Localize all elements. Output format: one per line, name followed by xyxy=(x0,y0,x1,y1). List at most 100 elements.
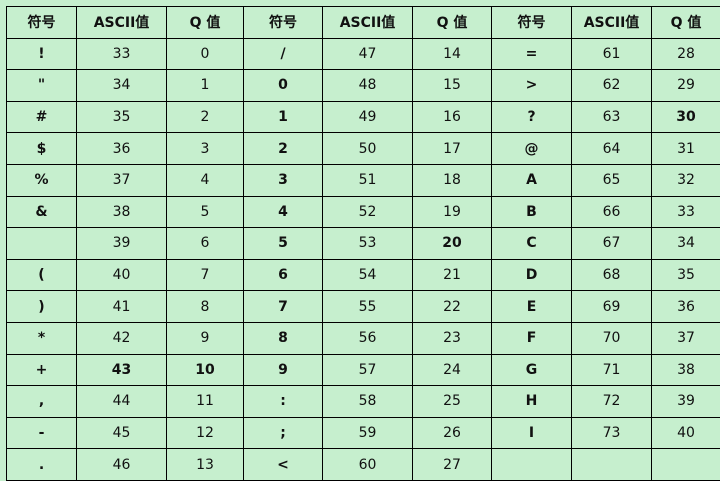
q-value-cell xyxy=(652,449,720,481)
symbol-cell: . xyxy=(7,449,77,481)
symbol-cell: * xyxy=(7,322,77,355)
q-value-header-2: Q 值 xyxy=(413,7,492,39)
symbol-cell: E xyxy=(492,291,572,323)
symbol-cell: 7 xyxy=(244,291,323,323)
q-value-cell: 32 xyxy=(652,165,720,197)
q-value-cell: 20 xyxy=(413,228,492,260)
ascii-value-cell: 64 xyxy=(572,133,652,165)
symbol-cell: I xyxy=(492,417,572,450)
ascii-value-cell: 70 xyxy=(572,322,652,355)
symbol-cell: " xyxy=(7,70,77,102)
q-value-cell: 36 xyxy=(652,291,720,323)
q-value-cell: 37 xyxy=(652,323,720,355)
q-value-cell: 39 xyxy=(652,386,720,418)
q-value-cell: 35 xyxy=(652,260,720,292)
symbol-cell: A xyxy=(492,164,572,197)
symbol-cell: 0 xyxy=(244,70,323,102)
ascii-value-cell: 49 xyxy=(323,101,413,134)
ascii-value-cell: 42 xyxy=(77,322,167,355)
ascii-value-cell: 46 xyxy=(77,449,167,481)
ascii-value-cell: 66 xyxy=(572,196,652,229)
symbol-cell: , xyxy=(7,386,77,418)
symbol-cell: $ xyxy=(7,133,77,165)
q-value-cell: 28 xyxy=(652,39,720,71)
q-value-cell: 7 xyxy=(167,259,244,292)
q-value-cell: 11 xyxy=(167,386,244,418)
symbol-cell: 8 xyxy=(244,322,323,355)
symbol-cell: 6 xyxy=(244,259,323,292)
ascii-value-cell: 45 xyxy=(77,417,167,450)
symbol-cell: = xyxy=(492,38,572,71)
symbol-header-3: 符号 xyxy=(492,7,572,39)
q-value-cell: 5 xyxy=(167,196,244,229)
ascii-value-cell: 54 xyxy=(323,259,413,292)
q-value-cell: 16 xyxy=(413,101,492,134)
ascii-value-cell: 55 xyxy=(323,291,413,323)
symbol-cell: G xyxy=(492,354,572,387)
ascii-value-cell xyxy=(572,449,652,481)
symbol-cell: % xyxy=(7,164,77,197)
ascii-value-cell: 67 xyxy=(572,228,652,260)
q-value-cell: 25 xyxy=(413,386,492,418)
ascii-value-cell: 33 xyxy=(77,38,167,71)
ascii-value-cell: 63 xyxy=(572,101,652,134)
symbol-cell: - xyxy=(7,417,77,450)
ascii-value-cell: 36 xyxy=(77,133,167,165)
ascii-value-header-2: ASCII值 xyxy=(323,7,413,39)
q-value-cell: 18 xyxy=(413,164,492,197)
q-value-cell: 22 xyxy=(413,291,492,323)
symbol-cell: @ xyxy=(492,133,572,165)
ascii-value-cell: 62 xyxy=(572,70,652,102)
q-value-cell: 27 xyxy=(413,449,492,481)
q-value-cell: 8 xyxy=(167,291,244,323)
q-value-cell: 13 xyxy=(167,449,244,481)
q-value-cell: 4 xyxy=(167,164,244,197)
q-value-header-3: Q 值 xyxy=(652,7,720,39)
ascii-value-cell: 48 xyxy=(323,70,413,102)
symbol-cell: # xyxy=(7,101,77,134)
ascii-value-cell: 73 xyxy=(572,417,652,450)
symbol-cell: H xyxy=(492,386,572,418)
ascii-value-cell: 68 xyxy=(572,259,652,292)
q-value-cell: 6 xyxy=(167,228,244,260)
ascii-value-cell: 57 xyxy=(323,354,413,387)
symbol-cell: 3 xyxy=(244,164,323,197)
q-value-cell: 30 xyxy=(652,102,720,134)
symbol-cell: B xyxy=(492,196,572,229)
ascii-value-cell: 60 xyxy=(323,449,413,481)
ascii-value-cell: 43 xyxy=(77,354,167,387)
ascii-value-cell: 58 xyxy=(323,386,413,418)
q-value-cell: 21 xyxy=(413,259,492,292)
ascii-value-header-1: ASCII值 xyxy=(77,7,167,39)
q-value-cell: 0 xyxy=(167,38,244,71)
symbol-cell: 9 xyxy=(244,354,323,387)
symbol-cell xyxy=(7,228,77,260)
symbol-cell xyxy=(492,449,572,481)
q-value-cell: 12 xyxy=(167,417,244,450)
ascii-value-cell: 38 xyxy=(77,196,167,229)
ascii-value-cell: 50 xyxy=(323,133,413,165)
ascii-value-cell: 39 xyxy=(77,228,167,260)
symbol-cell: < xyxy=(244,449,323,481)
ascii-value-cell: 65 xyxy=(572,164,652,197)
q-value-cell: 31 xyxy=(652,133,720,165)
ascii-value-cell: 40 xyxy=(77,259,167,292)
symbol-cell: 5 xyxy=(244,228,323,260)
symbol-cell: C xyxy=(492,228,572,260)
ascii-value-cell: 56 xyxy=(323,322,413,355)
ascii-value-cell: 69 xyxy=(572,291,652,323)
symbol-cell: 4 xyxy=(244,196,323,229)
ascii-value-cell: 37 xyxy=(77,164,167,197)
ascii-value-cell: 34 xyxy=(77,70,167,102)
q-value-cell: 2 xyxy=(167,101,244,134)
symbol-cell: : xyxy=(244,386,323,418)
symbol-cell: ( xyxy=(7,259,77,292)
ascii-value-cell: 35 xyxy=(77,101,167,134)
ascii-value-cell: 44 xyxy=(77,386,167,418)
q-value-cell: 33 xyxy=(652,197,720,229)
q-value-cell: 17 xyxy=(413,133,492,165)
symbol-cell: ! xyxy=(7,38,77,71)
symbol-header-2: 符号 xyxy=(244,7,323,39)
q-value-cell: 29 xyxy=(652,70,720,102)
symbol-cell: + xyxy=(7,354,77,387)
